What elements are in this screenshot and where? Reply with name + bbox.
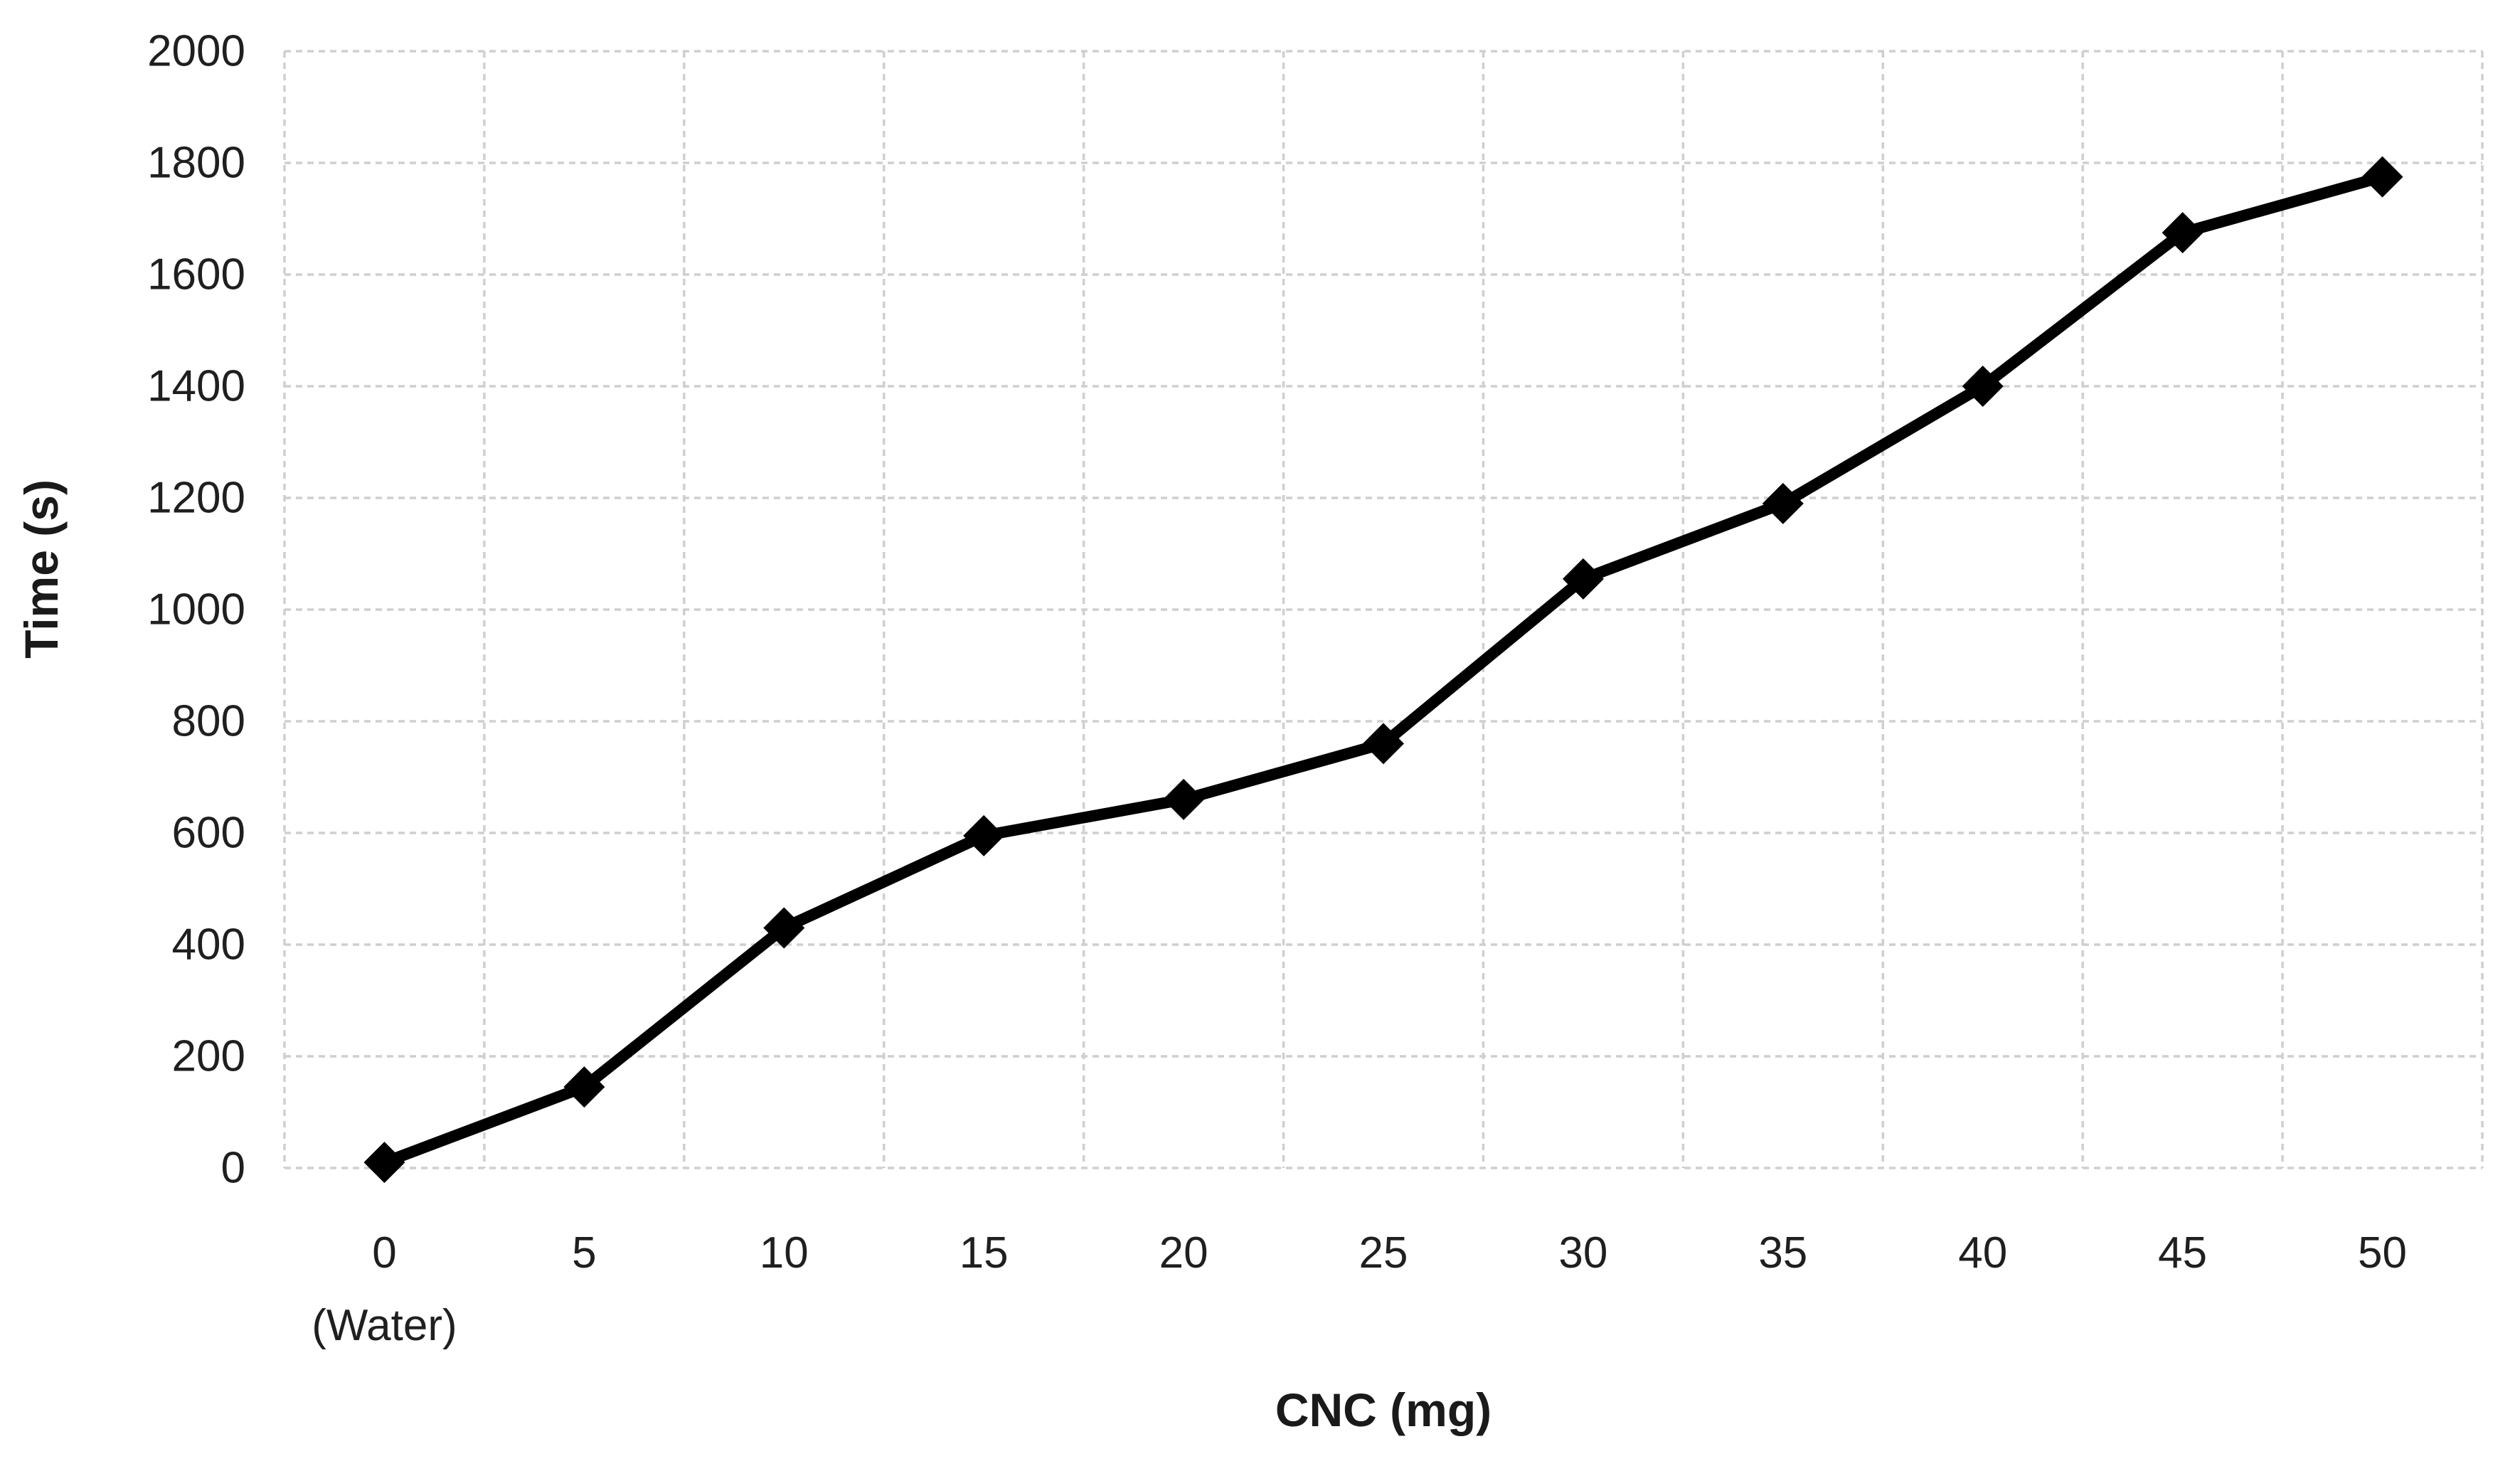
y-tick-label: 600 (172, 809, 245, 858)
data-point-marker (1962, 366, 2004, 407)
x-axis-tick-labels: 0 (Water) 5 10 15 20 25 30 35 40 45 50 (312, 1228, 2407, 1350)
y-axis-tick-labels: 0 200 400 600 800 1000 1200 1400 1600 1800 2000 (147, 27, 245, 1193)
x-tick-label: 35 (1758, 1228, 1807, 1278)
data-point-marker (2361, 156, 2403, 198)
y-tick-label: 200 (172, 1032, 245, 1081)
y-tick-label: 400 (172, 920, 245, 970)
data-point-marker (963, 814, 1005, 856)
data-point-marker (1762, 482, 1804, 524)
data-point-marker (1562, 558, 1604, 600)
y-axis-title: Time (s) (15, 479, 68, 659)
x-axis-title: CNC (mg) (1275, 1384, 1492, 1436)
data-point-marker (763, 907, 805, 949)
x-tick-label: 25 (1359, 1228, 1408, 1278)
data-series (363, 156, 2403, 1184)
y-tick-label: 800 (172, 697, 245, 746)
x-tick-label: 10 (760, 1228, 809, 1278)
x-tick-label: 50 (2358, 1228, 2407, 1278)
x-tick-label: 30 (1558, 1228, 1607, 1278)
data-point-marker (1363, 723, 1404, 765)
x-tick-label: 20 (1159, 1228, 1208, 1278)
x-tick-label: 45 (2158, 1228, 2207, 1278)
x-tick-label: 15 (959, 1228, 1009, 1278)
data-point-marker (1163, 778, 1205, 820)
y-tick-label: 2000 (147, 27, 245, 76)
x-tick-label: 40 (1958, 1228, 2007, 1278)
y-tick-label: 1400 (147, 362, 245, 411)
data-point-marker (563, 1066, 605, 1108)
y-tick-label: 1200 (147, 474, 245, 523)
x-tick-label: 5 (572, 1228, 596, 1278)
y-tick-label: 1600 (147, 250, 245, 299)
x-tick-sublabel: (Water) (312, 1301, 457, 1350)
y-tick-label: 1000 (147, 585, 245, 634)
gridlines (283, 50, 2484, 1169)
data-point-marker (2162, 212, 2203, 254)
data-point-marker (363, 1142, 405, 1184)
y-tick-label: 1800 (147, 139, 245, 188)
y-tick-label: 0 (221, 1144, 245, 1193)
x-tick-label: 0 (372, 1228, 396, 1278)
